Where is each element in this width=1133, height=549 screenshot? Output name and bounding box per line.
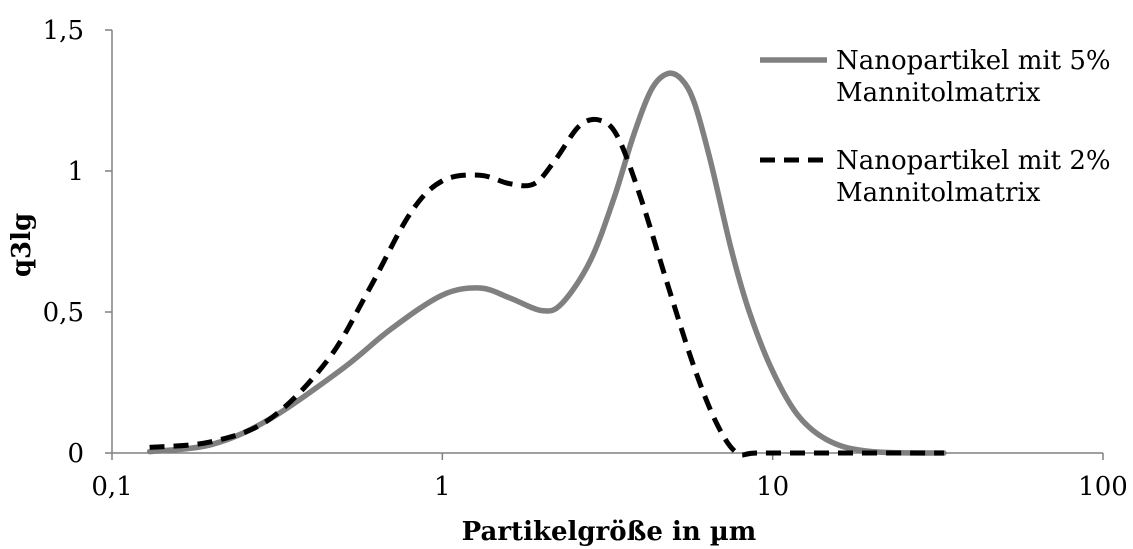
tick-marks [105,29,1104,460]
x-tick-label: 0,1 [91,472,132,502]
x-tick-label: 100 [1078,472,1128,502]
legend-label-1: Mannitolmatrix [836,78,1041,108]
y-tick-label: 0,5 [43,298,84,328]
x-tick-label: 1 [434,472,451,502]
y-tick-label: 1 [67,157,84,187]
series-layer [146,70,947,458]
y-axis-title: q3lg [7,213,37,277]
x-tick-labels: 0,1 1 10 100 [91,472,1128,502]
legend-label-1: Nanopartikel mit 5% [836,46,1111,76]
series-line-2 [149,116,944,458]
legend-label-2: Mannitolmatrix [836,178,1041,208]
series-line-1 [146,70,947,456]
y-tick-labels: 0 0,5 1 1,5 [43,16,84,469]
legend: Nanopartikel mit 5%MannitolmatrixNanopar… [760,46,1111,208]
y-tick-label: 0 [67,439,84,469]
y-tick-label: 1,5 [43,16,84,46]
legend-label-2: Nanopartikel mit 2% [836,146,1111,176]
x-tick-label: 10 [756,472,789,502]
plot-area [105,29,1104,460]
x-axis-title: Partikelgröße in µm [462,517,757,547]
